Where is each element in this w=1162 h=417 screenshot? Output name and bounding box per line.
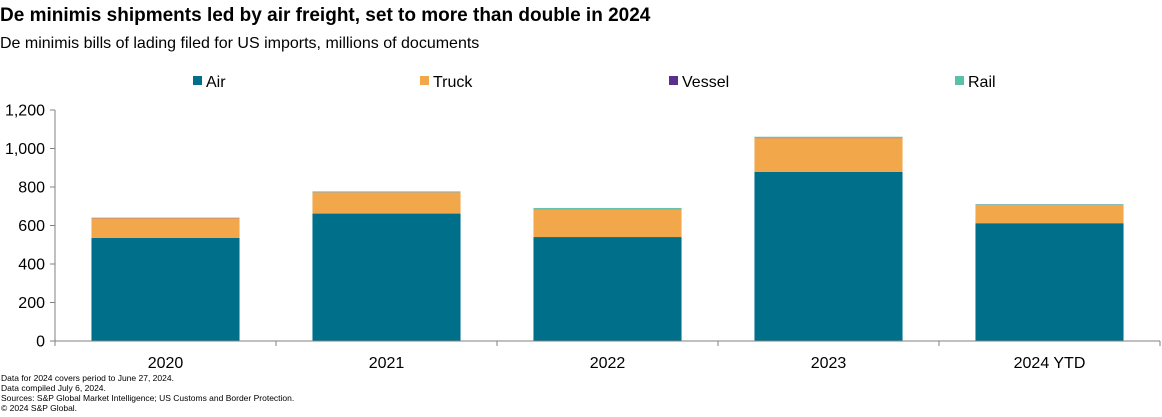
y-tick-label: 200 [18, 295, 45, 312]
x-tick-label: 2020 [148, 355, 184, 372]
y-tick-label: 1,000 [5, 141, 45, 158]
legend-label-vessel: Vessel [682, 74, 729, 91]
bar-rail-2023 [754, 136, 903, 138]
legend-swatch-air [193, 76, 202, 85]
bar-air-2024-ytd [975, 223, 1124, 341]
bar-air-2020 [91, 238, 240, 341]
note-sources: Sources: S&P Global Market Intelligence;… [1, 393, 295, 403]
legend-swatch-truck [420, 76, 429, 85]
bar-truck-2022 [533, 209, 682, 238]
y-tick-label: 1,200 [5, 103, 45, 120]
legend: Air Truck Vessel Rail [193, 74, 996, 91]
y-tick-label: 400 [18, 257, 45, 274]
bar-truck-2023 [754, 138, 903, 172]
x-tick-label: 2024 YTD [1014, 355, 1086, 372]
chart-title: De minimis shipments led by air freight,… [0, 5, 651, 26]
y-tick-label: 600 [18, 218, 45, 235]
x-axis: 2020 2021 2022 2023 2024 YTD [54, 340, 1161, 372]
legend-label-air: Air [206, 74, 226, 91]
bar-air-2023 [754, 171, 903, 341]
bar-rail-2021 [312, 191, 461, 193]
bar-air-2021 [312, 213, 461, 341]
x-tick-label: 2022 [590, 355, 626, 372]
legend-label-rail: Rail [968, 74, 996, 91]
y-tick-label: 800 [18, 180, 45, 197]
note-compiled: Data compiled July 6, 2024. [1, 383, 106, 393]
legend-swatch-vessel [669, 76, 678, 85]
bar-truck-2020 [91, 218, 240, 239]
footnotes: Data for 2024 covers period to June 27, … [1, 373, 294, 413]
bar-truck-2024-ytd [975, 204, 1124, 224]
bar-air-2022 [533, 237, 682, 341]
bar-rail-2022 [533, 207, 682, 209]
note-copyright: © 2024 S&P Global. [1, 403, 78, 413]
chart-subtitle: De minimis bills of lading filed for US … [0, 35, 480, 52]
note-coverage: Data for 2024 covers period to June 27, … [1, 373, 174, 383]
bars [91, 136, 1124, 341]
bar-rail-2024-ytd [975, 204, 1124, 205]
y-tick-label: 0 [36, 334, 45, 351]
x-tick-label: 2021 [369, 355, 405, 372]
x-tick-label: 2023 [811, 355, 847, 372]
legend-swatch-rail [955, 76, 964, 85]
legend-label-truck: Truck [433, 74, 473, 91]
y-axis: 0 200 400 600 800 1,000 1,200 [5, 103, 56, 351]
bar-truck-2021 [312, 192, 461, 214]
